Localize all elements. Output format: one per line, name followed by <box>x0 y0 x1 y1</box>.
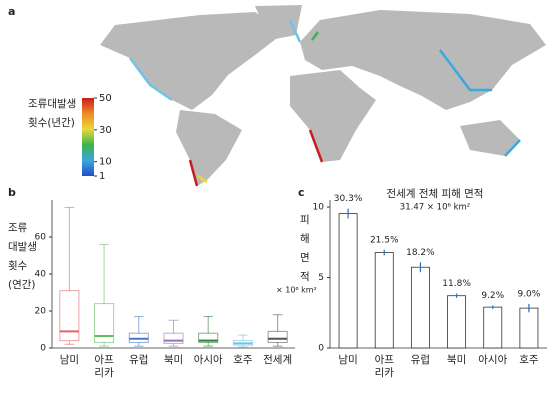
bar <box>519 307 539 349</box>
x-tick-label: 남미 <box>338 354 357 366</box>
x-tick-label: 유럽 <box>411 353 430 366</box>
y-tick-label: 5 <box>318 273 324 283</box>
y-tick-label: 0 <box>40 344 46 354</box>
y-tick-label: 20 <box>35 307 47 317</box>
percent-label: 9.0% <box>517 289 540 299</box>
y-tick-label: 10 <box>313 203 325 213</box>
coast <box>197 174 208 184</box>
coast <box>439 49 492 92</box>
y-tick-label: 0 <box>318 344 324 354</box>
panel-label: b <box>8 186 16 199</box>
x-tick-label: 북미 <box>164 354 183 366</box>
x-tick-label: 아시아 <box>478 354 507 366</box>
coast <box>128 57 173 102</box>
coast <box>504 139 521 157</box>
box <box>59 290 80 342</box>
bar <box>483 306 503 349</box>
eurasia <box>300 10 546 110</box>
x-tick-label: 호주 <box>519 354 539 366</box>
colorbar-tick-label: 50 <box>99 93 112 104</box>
box <box>267 330 288 343</box>
coast <box>188 159 199 187</box>
percent-label: 21.5% <box>370 235 399 245</box>
colorbar <box>82 98 94 176</box>
colorbar-tick-label: 10 <box>99 157 112 168</box>
x-tick-label: 아시아 <box>194 354 223 366</box>
panel-label: c <box>298 186 305 199</box>
x-tick-label: 아프 리카 <box>375 354 395 379</box>
percent-label: 30.3% <box>334 194 363 204</box>
bar <box>447 295 467 349</box>
south-america <box>176 110 242 186</box>
world-map <box>100 5 546 187</box>
x-tick-label: 아프 리카 <box>94 354 114 379</box>
percent-label: 18.2% <box>406 248 435 258</box>
x-tick-label: 전세계 <box>263 354 292 366</box>
x-tick-label: 유럽 <box>129 353 148 366</box>
bloom-coasts <box>128 19 521 187</box>
chart-subtitle: 31.47 × 10⁶ km² <box>400 203 470 213</box>
coast <box>288 19 302 43</box>
y-tick-label: 40 <box>35 270 47 280</box>
box <box>94 303 115 343</box>
y-axis-unit: × 10⁶ km² <box>276 286 317 295</box>
chart-title: 전세계 전체 피해 면적 <box>387 187 484 200</box>
box <box>198 332 219 343</box>
colorbar-tick-label: 1 <box>99 171 105 182</box>
bar <box>374 252 394 349</box>
percent-label: 11.8% <box>442 279 471 289</box>
panel-label: a <box>8 5 15 18</box>
y-axis-label: 조류 대발생 횟수 (연간) <box>8 222 37 291</box>
colorbar-tick-label: 30 <box>99 125 112 136</box>
bar <box>338 213 358 349</box>
x-tick-label: 북미 <box>447 354 466 366</box>
greenland <box>255 5 302 40</box>
box <box>163 332 184 344</box>
bar <box>410 266 430 349</box>
x-tick-label: 남미 <box>60 354 79 366</box>
africa <box>290 70 376 162</box>
coast <box>311 31 319 41</box>
x-tick-label: 호주 <box>233 354 253 366</box>
north-america <box>100 12 285 110</box>
coast <box>308 129 324 163</box>
australia <box>460 120 520 156</box>
percent-label: 9.2% <box>481 291 504 301</box>
y-tick-label: 60 <box>35 233 47 243</box>
colorbar-title: 조류대발생 횟수(년간) <box>28 98 76 129</box>
